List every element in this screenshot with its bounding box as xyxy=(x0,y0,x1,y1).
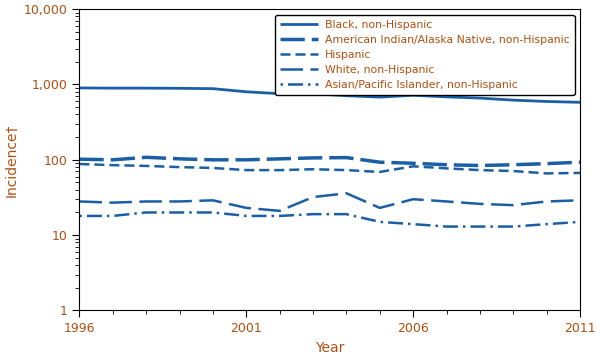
American Indian/Alaska Native, non-Hispanic xyxy=(577,160,584,164)
Asian/Pacific Islander, non-Hispanic xyxy=(509,224,517,229)
Hispanic xyxy=(109,163,116,167)
Asian/Pacific Islander, non-Hispanic xyxy=(242,214,250,218)
X-axis label: Year: Year xyxy=(315,341,344,355)
American Indian/Alaska Native, non-Hispanic xyxy=(242,158,250,162)
Asian/Pacific Islander, non-Hispanic xyxy=(209,210,217,215)
Hispanic xyxy=(310,167,317,171)
Asian/Pacific Islander, non-Hispanic xyxy=(376,220,383,224)
Hispanic xyxy=(143,164,150,168)
American Indian/Alaska Native, non-Hispanic xyxy=(476,163,484,168)
American Indian/Alaska Native, non-Hispanic xyxy=(76,157,83,161)
American Indian/Alaska Native, non-Hispanic xyxy=(343,155,350,160)
Black, non-Hispanic xyxy=(176,86,183,90)
Hispanic xyxy=(410,164,417,168)
American Indian/Alaska Native, non-Hispanic xyxy=(509,163,517,167)
Line: White, non-Hispanic: White, non-Hispanic xyxy=(79,193,580,211)
Black, non-Hispanic xyxy=(109,86,116,90)
Black, non-Hispanic xyxy=(376,95,383,99)
Black, non-Hispanic xyxy=(476,96,484,100)
Asian/Pacific Islander, non-Hispanic xyxy=(143,210,150,215)
Hispanic xyxy=(209,166,217,170)
Asian/Pacific Islander, non-Hispanic xyxy=(343,212,350,216)
White, non-Hispanic xyxy=(343,191,350,195)
White, non-Hispanic xyxy=(376,206,383,210)
Asian/Pacific Islander, non-Hispanic xyxy=(476,224,484,229)
Hispanic xyxy=(543,171,550,176)
Black, non-Hispanic xyxy=(509,98,517,102)
Asian/Pacific Islander, non-Hispanic xyxy=(443,224,450,229)
American Indian/Alaska Native, non-Hispanic xyxy=(410,161,417,165)
White, non-Hispanic xyxy=(509,203,517,208)
Hispanic xyxy=(176,165,183,169)
American Indian/Alaska Native, non-Hispanic xyxy=(276,157,283,161)
Asian/Pacific Islander, non-Hispanic xyxy=(109,214,116,218)
Line: Black, non-Hispanic: Black, non-Hispanic xyxy=(79,88,580,102)
American Indian/Alaska Native, non-Hispanic xyxy=(209,158,217,162)
White, non-Hispanic xyxy=(276,209,283,213)
Hispanic xyxy=(343,168,350,172)
Hispanic xyxy=(76,162,83,166)
Hispanic xyxy=(509,169,517,173)
Asian/Pacific Islander, non-Hispanic xyxy=(310,212,317,216)
Y-axis label: Incidence†: Incidence† xyxy=(4,123,18,196)
Line: American Indian/Alaska Native, non-Hispanic: American Indian/Alaska Native, non-Hispa… xyxy=(79,157,580,165)
Black, non-Hispanic xyxy=(143,86,150,90)
Black, non-Hispanic xyxy=(410,93,417,97)
White, non-Hispanic xyxy=(209,198,217,202)
Line: Asian/Pacific Islander, non-Hispanic: Asian/Pacific Islander, non-Hispanic xyxy=(79,213,580,227)
Hispanic xyxy=(443,166,450,171)
White, non-Hispanic xyxy=(242,206,250,210)
Black, non-Hispanic xyxy=(209,87,217,91)
White, non-Hispanic xyxy=(543,199,550,204)
Hispanic xyxy=(376,170,383,174)
White, non-Hispanic xyxy=(109,200,116,205)
Line: Hispanic: Hispanic xyxy=(79,164,580,173)
Black, non-Hispanic xyxy=(76,86,83,90)
American Indian/Alaska Native, non-Hispanic xyxy=(176,157,183,161)
American Indian/Alaska Native, non-Hispanic xyxy=(376,160,383,164)
American Indian/Alaska Native, non-Hispanic xyxy=(443,163,450,167)
Black, non-Hispanic xyxy=(310,92,317,96)
White, non-Hispanic xyxy=(410,197,417,201)
Black, non-Hispanic xyxy=(443,95,450,99)
Black, non-Hispanic xyxy=(242,90,250,94)
Black, non-Hispanic xyxy=(276,92,283,96)
American Indian/Alaska Native, non-Hispanic xyxy=(310,156,317,160)
Black, non-Hispanic xyxy=(577,100,584,104)
Hispanic xyxy=(476,168,484,172)
Asian/Pacific Islander, non-Hispanic xyxy=(176,210,183,215)
American Indian/Alaska Native, non-Hispanic xyxy=(543,162,550,166)
Black, non-Hispanic xyxy=(543,99,550,104)
Asian/Pacific Islander, non-Hispanic xyxy=(276,214,283,218)
Asian/Pacific Islander, non-Hispanic xyxy=(577,220,584,224)
Asian/Pacific Islander, non-Hispanic xyxy=(543,222,550,226)
Black, non-Hispanic xyxy=(343,94,350,98)
Hispanic xyxy=(577,171,584,175)
Asian/Pacific Islander, non-Hispanic xyxy=(76,214,83,218)
Asian/Pacific Islander, non-Hispanic xyxy=(410,222,417,226)
White, non-Hispanic xyxy=(76,199,83,204)
White, non-Hispanic xyxy=(476,202,484,206)
White, non-Hispanic xyxy=(176,199,183,204)
White, non-Hispanic xyxy=(310,195,317,199)
White, non-Hispanic xyxy=(443,199,450,204)
American Indian/Alaska Native, non-Hispanic xyxy=(143,155,150,159)
White, non-Hispanic xyxy=(577,198,584,202)
Hispanic xyxy=(276,168,283,172)
Hispanic xyxy=(242,168,250,172)
Legend: Black, non-Hispanic, American Indian/Alaska Native, non-Hispanic, Hispanic, Whit: Black, non-Hispanic, American Indian/Ala… xyxy=(275,15,575,95)
American Indian/Alaska Native, non-Hispanic xyxy=(109,158,116,162)
White, non-Hispanic xyxy=(143,199,150,204)
